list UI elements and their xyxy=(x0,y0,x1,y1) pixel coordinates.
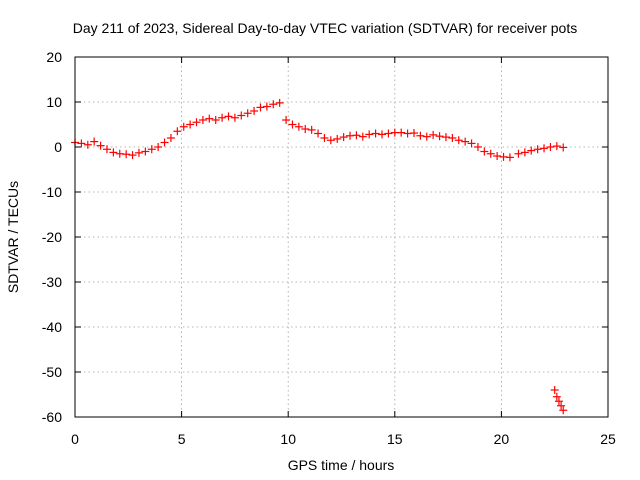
data-point xyxy=(557,401,566,410)
data-point xyxy=(559,406,568,415)
x-tick-label: 5 xyxy=(178,431,186,447)
data-point xyxy=(90,137,99,146)
grid-layer xyxy=(75,57,608,417)
data-point xyxy=(128,151,137,160)
data-point xyxy=(237,111,246,120)
data-point xyxy=(527,146,536,155)
chart-title: Day 211 of 2023, Sidereal Day-to-day VTE… xyxy=(73,20,577,36)
data-point xyxy=(141,147,150,156)
plot-frame xyxy=(74,56,609,418)
data-point xyxy=(550,386,559,394)
data-point xyxy=(448,134,457,142)
data-point xyxy=(320,134,329,142)
data-point xyxy=(429,130,438,139)
x-tick-label: 0 xyxy=(71,431,79,447)
data-point xyxy=(186,120,195,129)
data-point xyxy=(384,129,393,138)
y-tick-label: -20 xyxy=(42,229,62,245)
data-point xyxy=(243,109,252,118)
data-point xyxy=(301,125,310,133)
data-point xyxy=(83,140,92,149)
data-point xyxy=(473,143,482,151)
tick-layer: 0 5 10 15 20 25 -60 -50 -40 -30 -20 -10 0 10 20 xyxy=(42,49,616,447)
data-point xyxy=(192,118,201,127)
data-point xyxy=(288,120,297,129)
x-axis-label: GPS time / hours xyxy=(288,457,395,473)
data-point xyxy=(154,143,163,151)
data-point xyxy=(122,150,131,159)
data-point xyxy=(96,141,105,150)
y-tick-label: -10 xyxy=(42,184,62,200)
data-point xyxy=(552,392,561,401)
data-point xyxy=(77,139,86,148)
data-point xyxy=(333,134,342,143)
data-point xyxy=(250,107,259,115)
data-point xyxy=(378,130,387,139)
data-point xyxy=(307,125,316,134)
y-tick-label: -40 xyxy=(42,319,62,335)
x-tick-label: 25 xyxy=(600,431,616,447)
data-point xyxy=(554,397,563,406)
y-tick-label: -30 xyxy=(42,274,62,290)
x-tick-label: 15 xyxy=(387,431,403,447)
y-tick-label: 0 xyxy=(54,139,62,155)
data-point xyxy=(294,122,303,131)
data-point xyxy=(505,153,514,162)
data-point xyxy=(134,148,143,157)
data-point xyxy=(454,136,463,145)
data-point xyxy=(559,143,568,152)
data-point xyxy=(397,128,406,137)
data-point xyxy=(109,148,118,157)
data-point xyxy=(166,134,175,142)
data-point xyxy=(514,149,523,158)
data-point xyxy=(230,113,239,122)
data-point xyxy=(467,139,476,148)
data-point xyxy=(339,133,348,142)
y-tick-label: -60 xyxy=(42,409,62,425)
data-point xyxy=(352,131,361,140)
data-point xyxy=(435,132,444,141)
y-tick-label: -50 xyxy=(42,364,62,380)
data-point xyxy=(224,112,233,121)
data-point xyxy=(179,122,188,131)
data-point xyxy=(275,98,284,107)
data-point xyxy=(520,148,529,157)
data-point xyxy=(365,130,374,139)
data-point xyxy=(282,116,291,124)
data-point xyxy=(533,145,542,154)
data-point xyxy=(422,132,431,141)
data-point xyxy=(546,143,555,151)
data-point xyxy=(314,129,323,138)
data-point xyxy=(160,138,169,147)
data-point xyxy=(480,147,489,156)
x-tick-label: 20 xyxy=(494,431,510,447)
data-point xyxy=(416,131,425,140)
data-point xyxy=(269,100,278,109)
y-tick-label: 20 xyxy=(46,49,62,65)
data-point xyxy=(198,116,207,124)
data-point xyxy=(486,149,495,158)
data-point xyxy=(461,137,470,146)
data-point xyxy=(409,129,418,138)
data-point xyxy=(371,129,380,138)
data-layer xyxy=(71,98,568,415)
y-axis-label: SDTVAR / TECUs xyxy=(5,181,21,293)
data-point xyxy=(147,145,156,154)
x-tick-label: 10 xyxy=(280,431,296,447)
data-point xyxy=(552,142,561,151)
data-point xyxy=(218,113,227,122)
data-point xyxy=(102,145,111,154)
data-point xyxy=(205,114,214,123)
data-point xyxy=(358,132,367,141)
data-point xyxy=(173,127,182,136)
data-point xyxy=(540,144,549,153)
data-point xyxy=(262,102,271,111)
data-point xyxy=(493,152,502,160)
y-tick-label: 10 xyxy=(46,94,62,110)
data-point xyxy=(256,103,265,112)
data-point xyxy=(326,136,335,145)
data-point xyxy=(211,116,220,124)
data-point xyxy=(441,133,450,142)
